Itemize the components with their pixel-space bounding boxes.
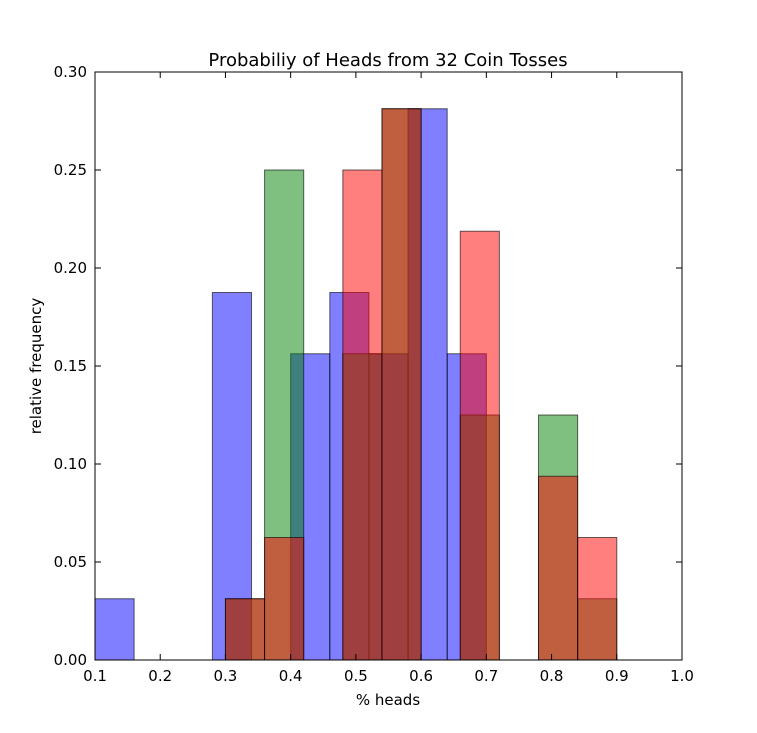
x-tick-label-7: 0.8	[540, 667, 564, 685]
y-tick-label-0: 0.00	[54, 651, 87, 669]
x-tick-label-8: 0.9	[605, 667, 629, 685]
bar-s2-6	[577, 537, 618, 661]
bars-layer	[94, 108, 618, 661]
y-tick-label-6: 0.30	[54, 63, 87, 81]
y-axis-label: relative frequency	[27, 298, 45, 435]
bar-s2-0	[224, 598, 266, 661]
x-tick-label-4: 0.5	[344, 667, 368, 685]
x-tick-label-6: 0.7	[474, 667, 498, 685]
x-tick-label-3: 0.4	[279, 667, 303, 685]
y-tick-label-5: 0.25	[54, 161, 87, 179]
bar-s2-4	[459, 230, 500, 661]
x-tick-label-5: 0.6	[409, 667, 433, 685]
bar-s0-0	[94, 598, 135, 661]
y-tick-label-1: 0.05	[54, 553, 87, 571]
x-tick-label-0: 0.1	[83, 667, 107, 685]
bar-s2-1	[264, 537, 305, 661]
x-axis-label: % heads	[356, 691, 420, 709]
x-tick-label-9: 1.0	[670, 667, 694, 685]
x-tick-label-2: 0.3	[214, 667, 238, 685]
y-tick-label-2: 0.10	[54, 455, 87, 473]
y-tick-label-4: 0.20	[54, 259, 87, 277]
chart-title: Probabiliy of Heads from 32 Coin Tosses	[208, 50, 567, 71]
ticks-layer: 0.1 0.2 0.3 0.4 0.5 0.6 0.7 0.8 0.9 1.0 0.00 0.05 0.…	[54, 63, 694, 685]
bar-s2-3	[381, 108, 422, 661]
y-tick-label-3: 0.15	[54, 357, 87, 375]
bar-s2-2	[342, 169, 383, 661]
x-tick-label-1: 0.2	[148, 667, 172, 685]
bar-s2-5	[538, 475, 579, 661]
